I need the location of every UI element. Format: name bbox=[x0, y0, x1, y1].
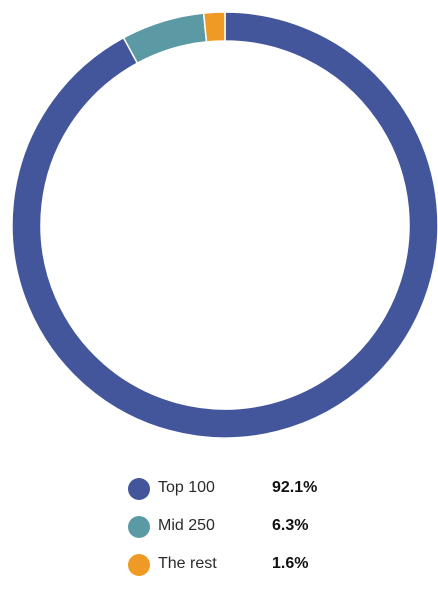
donut-slice-mid-250 bbox=[122, 12, 208, 65]
legend-swatch-mid-250 bbox=[128, 516, 150, 538]
legend-swatch-top-100 bbox=[128, 478, 150, 500]
legend-item-the-rest: The rest 1.6% bbox=[126, 551, 386, 589]
legend-item-top-100: Top 100 92.1% bbox=[126, 475, 386, 513]
legend-label-the-rest: The rest bbox=[158, 555, 217, 572]
donut-slice-the-rest bbox=[202, 11, 226, 43]
chart-legend: Top 100 92.1% Mid 250 6.3% The rest 1.6% bbox=[126, 475, 386, 589]
legend-label-top-100: Top 100 bbox=[158, 479, 215, 496]
legend-swatch-the-rest bbox=[128, 554, 150, 576]
donut-slice-top-100 bbox=[11, 11, 438, 439]
legend-label-mid-250: Mid 250 bbox=[158, 517, 215, 534]
legend-value-the-rest: 1.6% bbox=[272, 555, 309, 572]
donut-chart bbox=[11, 11, 438, 439]
legend-value-top-100: 92.1% bbox=[272, 479, 318, 496]
legend-value-mid-250: 6.3% bbox=[272, 517, 309, 534]
legend-item-mid-250: Mid 250 6.3% bbox=[126, 513, 386, 551]
